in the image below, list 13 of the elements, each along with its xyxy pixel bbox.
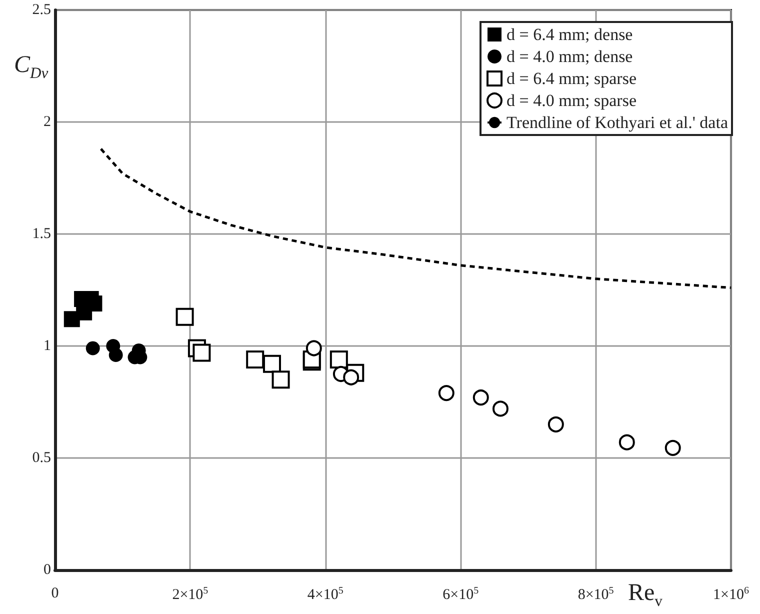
legend-label: d = 6.4 mm; sparse [506, 69, 637, 88]
y-tick-label: 1.5 [32, 226, 51, 242]
y-tick-label: 0.5 [32, 450, 51, 466]
y-tick-label: 0 [44, 562, 51, 578]
legend-label: Trendline of Kothyari et al.' data [506, 113, 728, 132]
y-tick-label: 2.5 [32, 2, 51, 18]
y-tick-label: 1 [44, 338, 51, 354]
x-axis-title: Re$_{v}$ [628, 580, 662, 611]
legend-label: d = 4.0 mm; sparse [506, 91, 637, 110]
legend-label: d = 4.0 mm; dense [506, 47, 633, 66]
legend-label: d = 6.4 mm; dense [506, 25, 633, 44]
y-axis-title: C$_{Dv}$ [14, 52, 48, 83]
y-tick-label: 2 [44, 114, 51, 130]
